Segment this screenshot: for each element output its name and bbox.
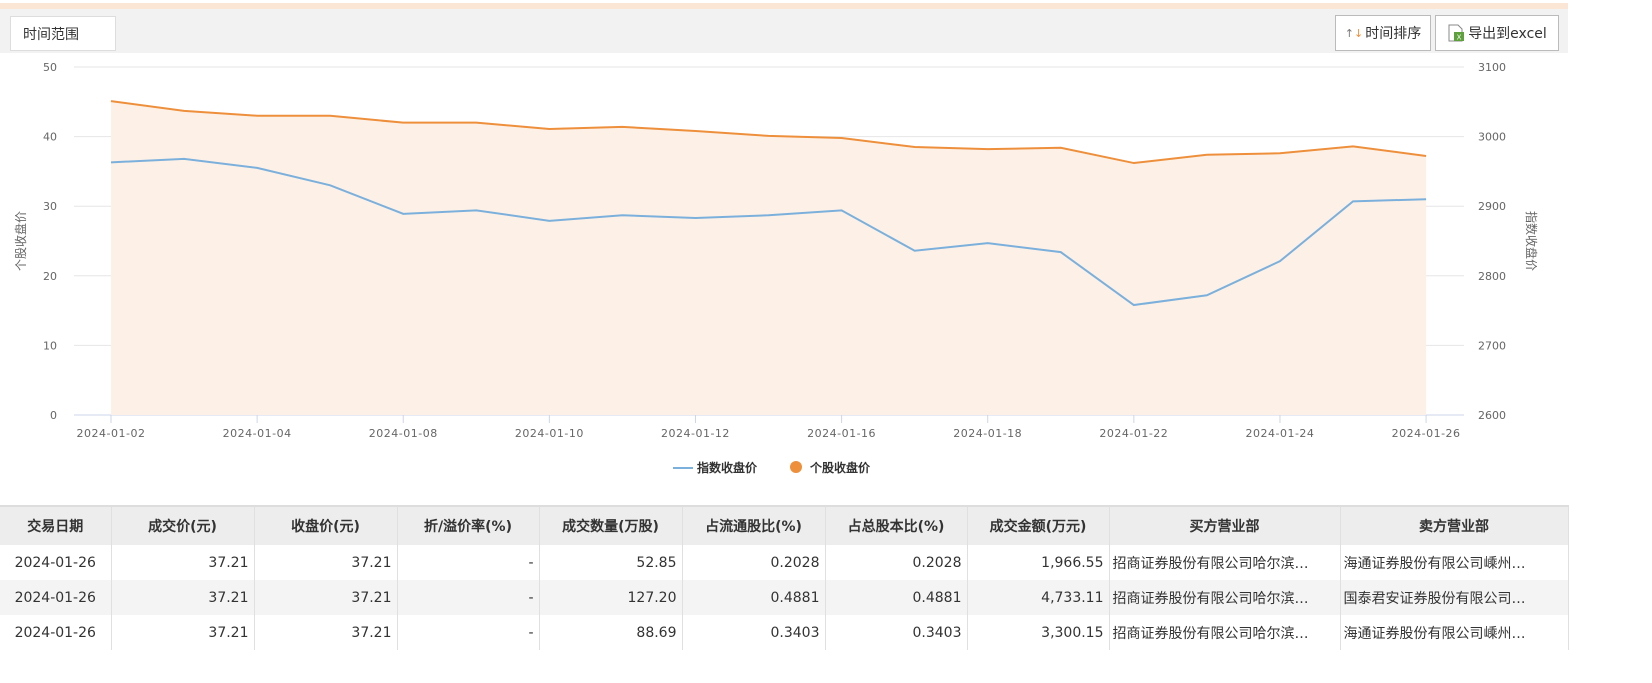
x-tick-label: 2024-01-04 (223, 427, 292, 440)
column-header[interactable]: 折/溢价率(%) (397, 506, 539, 545)
column-header[interactable]: 占流通股比(%) (682, 506, 825, 545)
x-tick-label: 2024-01-12 (661, 427, 730, 440)
table-cell: 3,300.15 (967, 615, 1109, 650)
table-cell: 0.4881 (682, 580, 825, 615)
x-tick-label: 2024-01-26 (1392, 427, 1461, 440)
x-tick-label: 2024-01-10 (515, 427, 584, 440)
legend-stock-label[interactable]: 个股收盘价 (809, 460, 871, 475)
column-header[interactable]: 交易日期 (0, 506, 111, 545)
table-cell: 1,966.55 (967, 545, 1109, 580)
table-cell: 招商证券股份有限公司哈尔滨… (1109, 545, 1340, 580)
y-tick-label: 50 (43, 61, 57, 74)
x-tick-label: 2024-01-08 (369, 427, 438, 440)
table-cell: 0.2028 (682, 545, 825, 580)
table-cell: 37.21 (111, 545, 254, 580)
price-chart: 0 10 20 30 40 50 2600 2700 2800 2900 3000 3100 2024-… (0, 53, 1568, 501)
table-cell: 招商证券股份有限公司哈尔滨… (1109, 580, 1340, 615)
table-cell: 招商证券股份有限公司哈尔滨… (1109, 615, 1340, 650)
y2-tick-label: 2600 (1478, 409, 1506, 422)
table-cell: 37.21 (111, 615, 254, 650)
table-cell: 37.21 (111, 580, 254, 615)
table-cell: 国泰君安证券股份有限公司… (1340, 580, 1568, 615)
column-header[interactable]: 成交价(元) (111, 506, 254, 545)
x-tick-label: 2024-01-18 (953, 427, 1022, 440)
table-cell: - (397, 545, 539, 580)
column-header[interactable]: 收盘价(元) (254, 506, 397, 545)
table-cell: - (397, 615, 539, 650)
y-axis-title: 个股收盘价 (13, 211, 28, 271)
table-cell: - (397, 580, 539, 615)
y-tick-label: 40 (43, 131, 57, 144)
table-cell: 2024-01-26 (0, 615, 111, 650)
y2-tick-label: 2700 (1478, 339, 1506, 352)
column-header[interactable]: 成交数量(万股) (539, 506, 682, 545)
column-header[interactable]: 占总股本比(%) (825, 506, 967, 545)
table-cell: 4,733.11 (967, 580, 1109, 615)
y2-tick-label: 2800 (1478, 270, 1506, 283)
export-excel-button[interactable]: X 导出到excel (1435, 15, 1559, 51)
export-excel-label: 导出到excel (1468, 23, 1547, 43)
table-cell: 海通证券股份有限公司嵊州… (1340, 615, 1568, 650)
y-tick-label: 30 (43, 200, 57, 213)
time-sort-button[interactable]: ↑↓ 时间排序 (1335, 15, 1431, 51)
sort-arrows-icon: ↑↓ (1345, 27, 1363, 40)
y2-tick-label: 2900 (1478, 200, 1506, 213)
column-header[interactable]: 买方营业部 (1109, 506, 1340, 545)
time-range-button[interactable]: 时间范围 (10, 16, 116, 51)
table-cell: 88.69 (539, 615, 682, 650)
legend-stock-icon (790, 461, 802, 473)
table-cell: 海通证券股份有限公司嵊州… (1340, 545, 1568, 580)
legend-index-label[interactable]: 指数收盘价 (697, 460, 758, 475)
column-header[interactable]: 卖方营业部 (1340, 506, 1568, 545)
y-tick-label: 10 (43, 339, 57, 352)
x-tick-label: 2024-01-16 (807, 427, 876, 440)
y2-axis-title: 指数收盘价 (1524, 211, 1539, 271)
time-sort-label: 时间排序 (1365, 23, 1421, 43)
table-cell: 127.20 (539, 580, 682, 615)
table-cell: 2024-01-26 (0, 580, 111, 615)
x-tick-label: 2024-01-02 (77, 427, 146, 440)
y-tick-label: 20 (43, 270, 57, 283)
y-tick-label: 0 (50, 409, 57, 422)
table-header-row: 交易日期成交价(元)收盘价(元)折/溢价率(%)成交数量(万股)占流通股比(%)… (0, 506, 1568, 545)
table-cell: 0.2028 (825, 545, 967, 580)
chart-svg: 0 10 20 30 40 50 2600 2700 2800 2900 3000 3100 2024-… (0, 53, 1568, 501)
svg-text:X: X (1457, 34, 1462, 42)
toolbar: 时间范围 ↑↓ 时间排序 X 导出到excel (0, 9, 1568, 53)
excel-file-icon: X (1447, 24, 1465, 42)
y2-tick-label: 3100 (1478, 61, 1506, 74)
table-cell: 37.21 (254, 580, 397, 615)
table-cell: 0.3403 (682, 615, 825, 650)
x-tick-label: 2024-01-24 (1245, 427, 1314, 440)
stock-price-area (111, 101, 1426, 415)
table-cell: 0.4881 (825, 580, 967, 615)
table-cell: 52.85 (539, 545, 682, 580)
column-header[interactable]: 成交金额(万元) (967, 506, 1109, 545)
trade-table: 交易日期成交价(元)收盘价(元)折/溢价率(%)成交数量(万股)占流通股比(%)… (0, 505, 1569, 650)
y2-tick-label: 3000 (1478, 131, 1506, 144)
table-cell: 0.3403 (825, 615, 967, 650)
table-cell: 37.21 (254, 545, 397, 580)
table-cell: 37.21 (254, 615, 397, 650)
table-cell: 2024-01-26 (0, 545, 111, 580)
x-tick-label: 2024-01-22 (1099, 427, 1168, 440)
time-range-label: 时间范围 (23, 24, 79, 44)
